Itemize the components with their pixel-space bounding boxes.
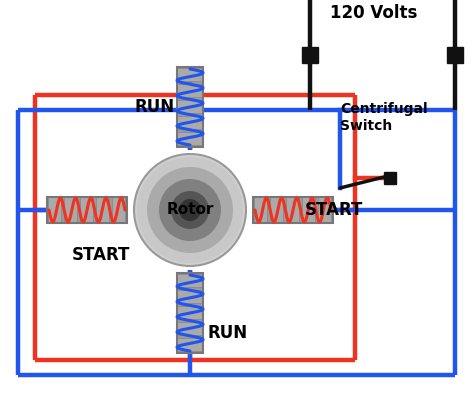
- Bar: [177, 290, 203, 304]
- Bar: [270, 197, 284, 223]
- Bar: [177, 132, 203, 146]
- Bar: [177, 338, 203, 352]
- Text: 120 Volts: 120 Volts: [330, 4, 418, 22]
- Bar: [302, 197, 316, 223]
- Circle shape: [171, 191, 209, 229]
- Bar: [177, 116, 203, 130]
- Circle shape: [159, 179, 221, 241]
- Bar: [177, 322, 203, 336]
- Bar: [80, 197, 94, 223]
- Bar: [96, 197, 110, 223]
- Bar: [112, 197, 126, 223]
- Text: RUN: RUN: [135, 98, 175, 116]
- Bar: [254, 197, 268, 223]
- Circle shape: [147, 167, 233, 253]
- Bar: [177, 306, 203, 320]
- Text: START: START: [305, 201, 364, 219]
- Bar: [286, 197, 300, 223]
- Bar: [48, 197, 62, 223]
- Bar: [318, 197, 332, 223]
- Bar: [384, 172, 396, 184]
- Text: Centrifugal
Switch: Centrifugal Switch: [340, 102, 428, 133]
- Bar: [64, 197, 78, 223]
- Text: RUN: RUN: [208, 324, 248, 342]
- Bar: [447, 47, 463, 63]
- Circle shape: [179, 199, 201, 221]
- Bar: [130, 150, 250, 270]
- Bar: [177, 84, 203, 98]
- Bar: [302, 47, 318, 63]
- Bar: [177, 274, 203, 288]
- Bar: [177, 68, 203, 82]
- Circle shape: [137, 157, 243, 263]
- Circle shape: [134, 154, 246, 266]
- Text: START: START: [72, 246, 130, 264]
- Text: Rotor: Rotor: [166, 203, 214, 218]
- Bar: [177, 100, 203, 114]
